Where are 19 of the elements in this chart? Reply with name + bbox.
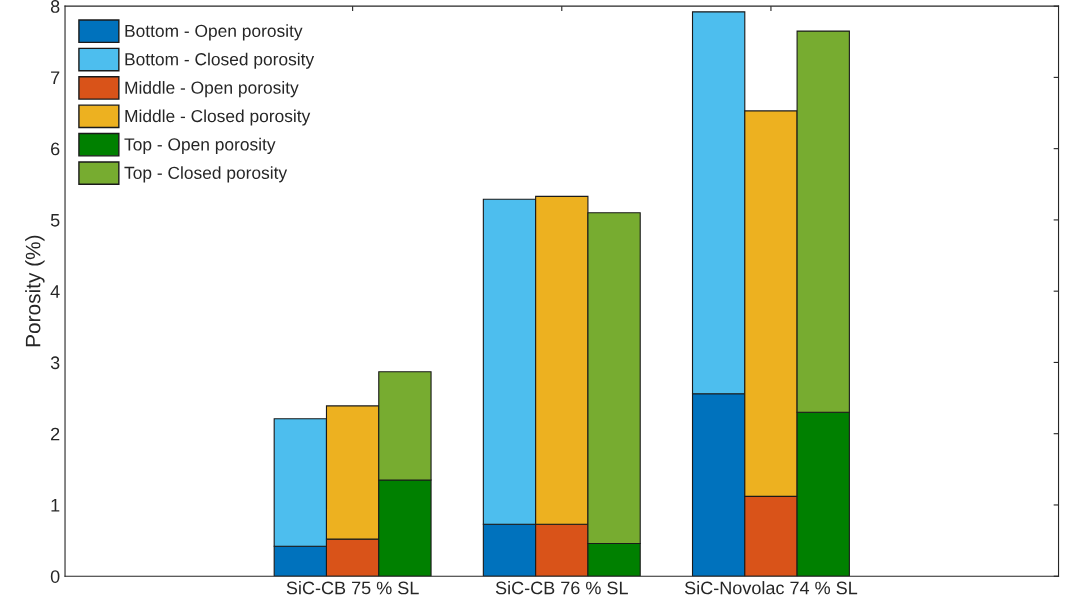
x-tick-label: SiC-CB 75 % SL bbox=[286, 581, 419, 595]
legend-label: Bottom - Open porosity bbox=[125, 24, 303, 41]
legend-label: Top - Open porosity bbox=[124, 137, 276, 154]
y-tick-label: 8 bbox=[50, 0, 60, 13]
legend-label: Middle - Open porosity bbox=[125, 81, 299, 98]
y-tick-label: 7 bbox=[51, 71, 60, 84]
x-tick-label: SiC-CB 76 % SL bbox=[495, 581, 628, 595]
y-tick-label: 0 bbox=[50, 570, 60, 583]
legend-label: Top - Closed porosity bbox=[124, 166, 288, 183]
y-tick-label: 3 bbox=[50, 356, 60, 370]
y-tick-label: 4 bbox=[50, 285, 60, 298]
legend-label: Middle - Closed porosity bbox=[125, 109, 311, 126]
y-tick-label: 2 bbox=[51, 427, 60, 441]
x-tick-label: SiC-Novolac 74 % SL bbox=[684, 581, 858, 595]
legend-label: Bottom - Closed porosity bbox=[125, 52, 315, 69]
y-tick-label: 5 bbox=[50, 214, 60, 227]
y-tick-label: 1 bbox=[51, 499, 60, 512]
y-axis-title: Porosity (%) bbox=[25, 235, 45, 347]
y-tick-label: 6 bbox=[51, 142, 60, 156]
